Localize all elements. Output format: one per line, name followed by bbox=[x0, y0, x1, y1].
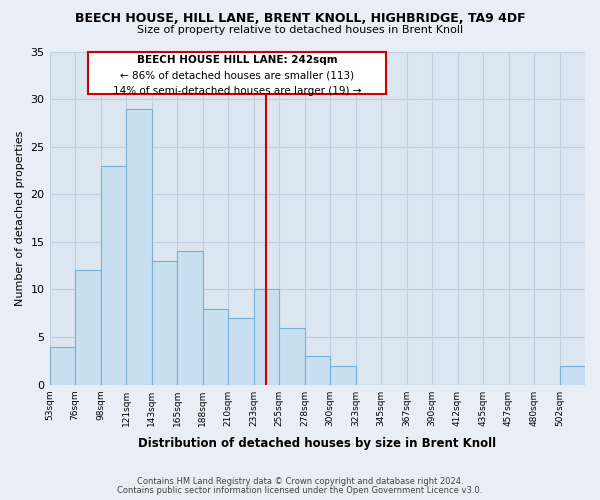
Bar bbox=[254, 290, 279, 384]
Bar bbox=[228, 318, 254, 384]
FancyBboxPatch shape bbox=[88, 52, 386, 94]
Text: BEECH HOUSE, HILL LANE, BRENT KNOLL, HIGHBRIDGE, TA9 4DF: BEECH HOUSE, HILL LANE, BRENT KNOLL, HIG… bbox=[74, 12, 526, 26]
Text: Contains public sector information licensed under the Open Government Licence v3: Contains public sector information licen… bbox=[118, 486, 482, 495]
Bar bbox=[305, 356, 330, 384]
Y-axis label: Number of detached properties: Number of detached properties bbox=[15, 130, 25, 306]
Bar bbox=[330, 366, 356, 384]
Text: Size of property relative to detached houses in Brent Knoll: Size of property relative to detached ho… bbox=[137, 25, 463, 35]
Bar bbox=[152, 261, 177, 384]
Text: Contains HM Land Registry data © Crown copyright and database right 2024.: Contains HM Land Registry data © Crown c… bbox=[137, 477, 463, 486]
Bar bbox=[101, 166, 126, 384]
Text: BEECH HOUSE HILL LANE: 242sqm: BEECH HOUSE HILL LANE: 242sqm bbox=[137, 56, 337, 66]
X-axis label: Distribution of detached houses by size in Brent Knoll: Distribution of detached houses by size … bbox=[138, 437, 496, 450]
Bar bbox=[560, 366, 585, 384]
Bar bbox=[50, 346, 75, 385]
Bar bbox=[203, 308, 228, 384]
Bar bbox=[75, 270, 101, 384]
Bar bbox=[177, 252, 203, 384]
Text: 14% of semi-detached houses are larger (19) →: 14% of semi-detached houses are larger (… bbox=[113, 86, 361, 96]
Text: ← 86% of detached houses are smaller (113): ← 86% of detached houses are smaller (11… bbox=[120, 70, 354, 81]
Bar bbox=[126, 108, 152, 384]
Bar bbox=[279, 328, 305, 384]
